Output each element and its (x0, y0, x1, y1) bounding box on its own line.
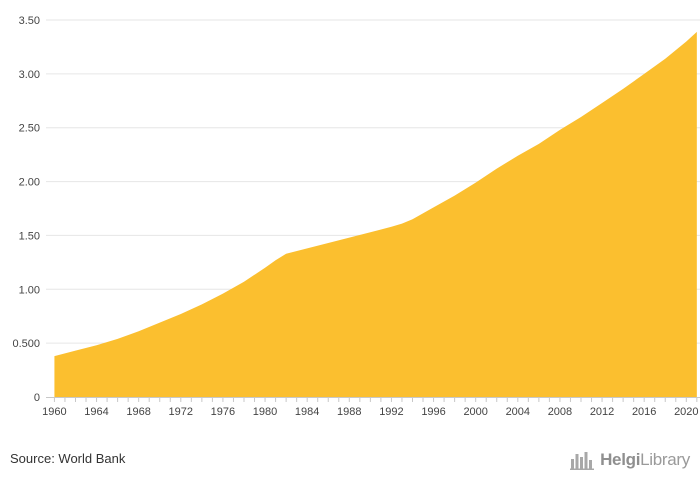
x-tick-label: 1960 (42, 406, 66, 418)
x-tick-label: 2000 (463, 406, 487, 418)
brand-name-light: Library (640, 450, 690, 469)
x-tick-label: 1964 (84, 406, 108, 418)
x-axis-labels: 1960 1964 1968 1972 1976 1980 1984 1988 1992 1996… (42, 406, 698, 418)
x-tick-label: 1984 (295, 406, 319, 418)
y-tick-label: 3.00 (19, 69, 40, 81)
x-tick-label: 1992 (379, 406, 403, 418)
x-tick-label: 1996 (421, 406, 445, 418)
y-tick-label: 1.00 (19, 284, 40, 296)
x-tick-label: 1976 (211, 406, 235, 418)
area-series (54, 31, 697, 397)
x-tick-label: 2016 (632, 406, 656, 418)
helgi-library-logo[interactable]: HelgiLibrary (570, 448, 690, 472)
x-tick-label: 2012 (590, 406, 614, 418)
y-axis: 0 0.500 1.00 1.50 2.00 2.50 3.00 3.50 (12, 15, 40, 404)
y-tick-label: 1.50 (19, 230, 40, 242)
area-fill (54, 31, 697, 397)
y-tick-label: 2.50 (19, 123, 40, 135)
x-tick-label: 2008 (548, 406, 572, 418)
y-tick-label: 0 (34, 392, 40, 404)
y-tick-label: 0.500 (12, 338, 40, 350)
footer: Source: World Bank HelgiLibrary (0, 438, 700, 483)
x-tick-label: 1968 (126, 406, 150, 418)
y-tick-label: 3.50 (19, 15, 40, 27)
x-axis (46, 397, 700, 402)
source-note: Source: World Bank (10, 451, 126, 466)
x-tick-label: 2020 (674, 406, 698, 418)
x-tick-label: 2004 (506, 406, 530, 418)
brand-name: HelgiLibrary (600, 450, 690, 470)
y-tick-label: 2.00 (19, 177, 40, 189)
x-tick-label: 1980 (253, 406, 277, 418)
x-tick-label: 1972 (169, 406, 193, 418)
x-tick-label: 1988 (337, 406, 361, 418)
bar-chart-logo-icon (570, 452, 595, 470)
brand-name-bold: Helgi (600, 450, 641, 469)
